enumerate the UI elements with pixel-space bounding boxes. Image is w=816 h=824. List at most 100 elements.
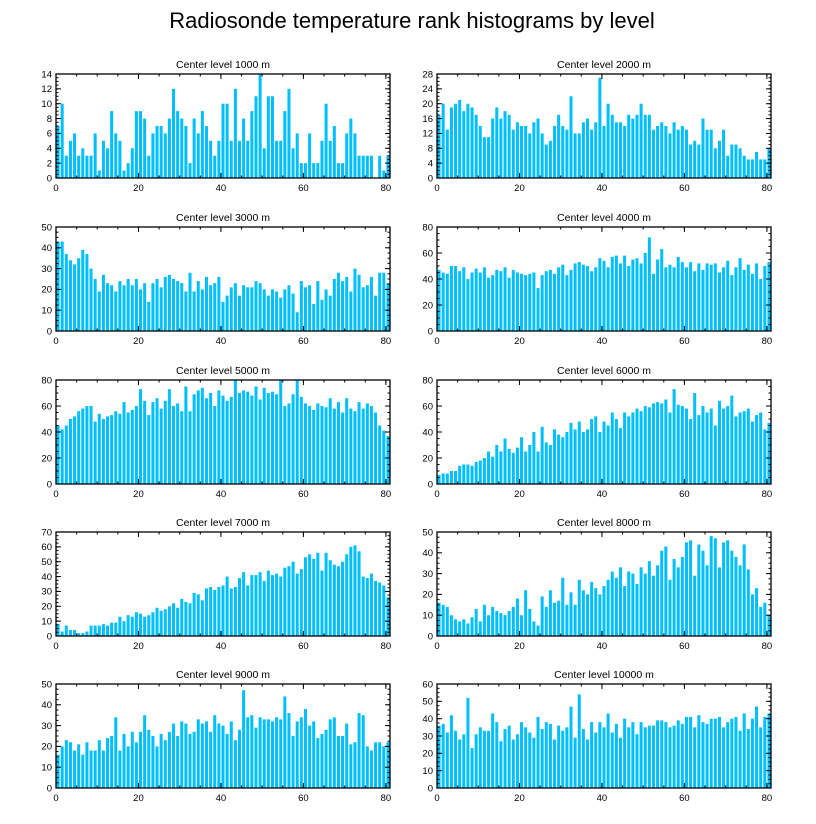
bar xyxy=(303,403,307,484)
y-tick-label: 0 xyxy=(47,326,52,337)
bar xyxy=(143,400,147,484)
bar xyxy=(200,289,204,331)
bar xyxy=(746,569,750,636)
bar xyxy=(97,291,101,331)
x-tick-label: 60 xyxy=(298,793,309,804)
bar xyxy=(680,262,684,331)
y-tick-label: 50 xyxy=(422,697,433,708)
bar xyxy=(64,254,68,331)
y-tick-label: 40 xyxy=(422,274,433,285)
bar xyxy=(507,611,511,636)
bar xyxy=(759,279,763,331)
bar xyxy=(308,133,312,178)
bar xyxy=(312,721,316,788)
bar xyxy=(738,258,742,331)
bar xyxy=(540,133,544,178)
bar xyxy=(283,111,287,178)
bar xyxy=(122,285,126,331)
bar xyxy=(180,721,184,788)
panel-title: Center level 8000 m xyxy=(557,517,651,529)
bar xyxy=(437,474,441,484)
bar xyxy=(577,694,581,788)
bar xyxy=(511,606,515,636)
y-tick-label: 50 xyxy=(422,527,433,538)
x-tick-label: 40 xyxy=(216,336,227,347)
bar xyxy=(651,403,655,484)
bar xyxy=(503,111,507,178)
bar xyxy=(275,394,279,484)
bar xyxy=(303,557,307,636)
bar xyxy=(250,111,254,178)
bar xyxy=(610,114,614,178)
bar xyxy=(229,721,233,788)
bar xyxy=(569,592,573,636)
y-tick-label: 40 xyxy=(41,427,52,438)
bar xyxy=(349,744,353,788)
bar xyxy=(511,129,515,178)
bar xyxy=(602,586,606,636)
bar xyxy=(672,725,676,788)
y-tick-label: 30 xyxy=(41,721,52,732)
bar xyxy=(233,283,237,331)
bar xyxy=(266,570,270,636)
bar xyxy=(742,269,746,331)
bar xyxy=(118,413,122,484)
bar xyxy=(755,152,759,178)
bar xyxy=(60,631,64,636)
bar xyxy=(287,566,291,636)
bar xyxy=(610,571,614,636)
bar xyxy=(353,133,357,178)
bar xyxy=(507,114,511,178)
bar xyxy=(693,575,697,636)
bar xyxy=(507,448,511,484)
bar xyxy=(336,566,340,636)
bar xyxy=(689,144,693,178)
bar xyxy=(441,473,445,484)
bar xyxy=(369,573,373,636)
bar xyxy=(237,295,241,331)
panel-title: Center level 6000 m xyxy=(557,365,651,377)
bar xyxy=(56,624,60,636)
bar xyxy=(528,608,532,636)
bar xyxy=(188,163,192,178)
bar xyxy=(163,740,167,788)
bar xyxy=(705,565,709,636)
bar xyxy=(172,603,176,636)
bar xyxy=(746,408,750,484)
bar xyxy=(594,588,598,636)
bar xyxy=(585,118,590,178)
bar xyxy=(590,129,594,178)
y-tick-label: 28 xyxy=(422,69,433,80)
bar xyxy=(328,719,332,788)
bar xyxy=(126,412,130,484)
bar xyxy=(643,114,647,178)
bar xyxy=(730,275,734,331)
bar xyxy=(536,118,540,178)
bar xyxy=(709,408,713,484)
bar xyxy=(585,266,590,331)
bar xyxy=(524,451,528,484)
bar xyxy=(229,588,233,636)
bar xyxy=(561,577,565,636)
bar xyxy=(536,625,540,636)
bar xyxy=(167,606,171,636)
bar xyxy=(664,546,668,636)
bar xyxy=(755,706,759,788)
bar xyxy=(573,737,577,788)
y-tick-label: 40 xyxy=(41,700,52,711)
bar xyxy=(308,725,312,788)
bar xyxy=(755,588,759,636)
bar xyxy=(742,544,746,636)
bar xyxy=(767,262,771,331)
bar xyxy=(602,727,606,788)
bar xyxy=(581,122,585,178)
bar xyxy=(357,155,361,178)
y-tick-label: 20 xyxy=(422,99,433,110)
bar xyxy=(172,406,176,484)
bar xyxy=(532,122,536,178)
bar xyxy=(229,140,233,178)
bar xyxy=(275,717,279,788)
bar xyxy=(110,285,114,331)
bar xyxy=(548,140,552,178)
bar xyxy=(598,77,602,178)
